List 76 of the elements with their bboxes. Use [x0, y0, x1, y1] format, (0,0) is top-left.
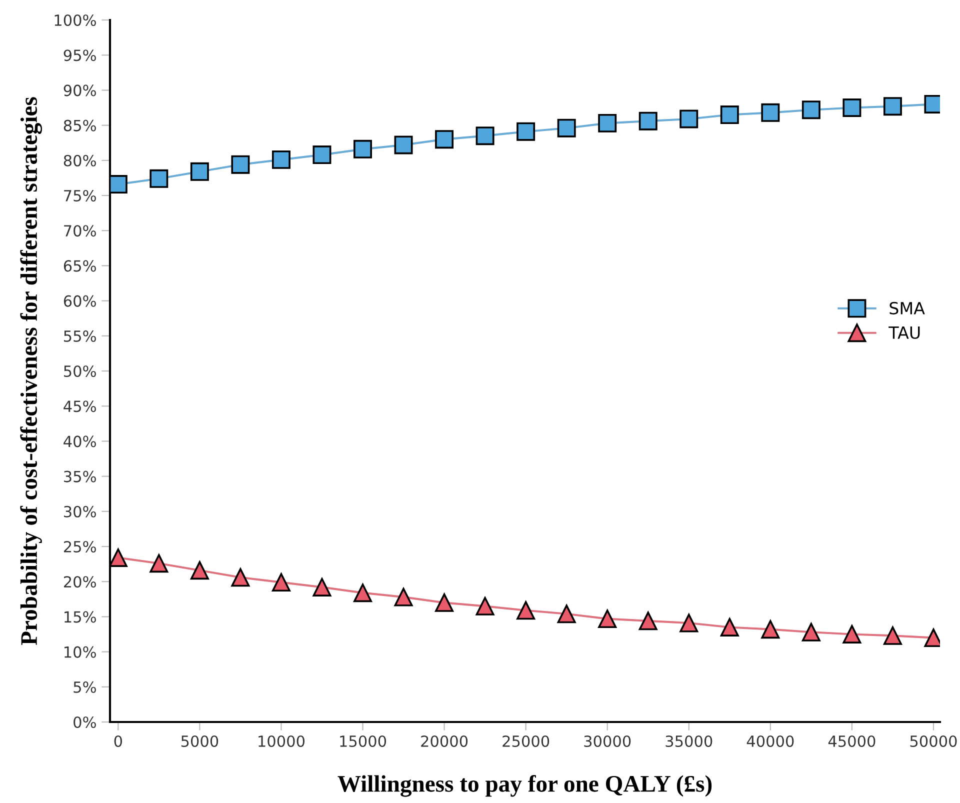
point	[516, 122, 536, 141]
y-tick-label: 65%	[64, 260, 96, 272]
y-tick-label: 75%	[64, 190, 96, 202]
point	[110, 548, 128, 567]
y-axis-title: Probability of cost-effectiveness for different strategies	[20, 97, 42, 646]
point	[190, 561, 209, 580]
point	[272, 150, 290, 169]
point	[638, 612, 658, 630]
point	[150, 169, 168, 188]
y-tick-label: 35%	[64, 470, 96, 482]
point	[842, 625, 862, 644]
point	[761, 620, 780, 639]
y-tick-label: 95%	[64, 50, 96, 62]
point	[598, 610, 617, 628]
x-tick-label: 0	[114, 735, 122, 748]
point	[883, 97, 902, 116]
point	[394, 136, 413, 154]
point	[435, 593, 454, 612]
point	[312, 578, 332, 596]
x-tick-label: 10000	[258, 735, 305, 748]
x-tick-label: 35000	[666, 735, 712, 748]
point	[883, 626, 902, 645]
y-tick-label: 10%	[64, 646, 96, 658]
y-tick-label: 30%	[64, 506, 96, 518]
point	[476, 126, 494, 146]
point	[354, 584, 372, 602]
point	[150, 554, 168, 573]
point	[516, 601, 536, 620]
y-tick-label: 45%	[64, 400, 96, 412]
point	[842, 98, 862, 117]
x-tick-label: 45000	[828, 735, 876, 748]
y-tick-label: 90%	[64, 84, 96, 96]
y-tick-label: 60%	[64, 295, 96, 307]
x-tick-label: 40000	[746, 735, 794, 748]
y-tick-label: 55%	[64, 330, 96, 342]
point	[802, 100, 820, 120]
point	[761, 103, 780, 122]
y-tick-label: 5%	[74, 681, 96, 693]
point	[231, 568, 250, 587]
x-tick-label: 5000	[181, 735, 218, 748]
y-tick-label: 85%	[64, 120, 96, 132]
point	[638, 112, 658, 130]
point	[802, 622, 820, 642]
point	[190, 162, 209, 181]
legend-label: TAU	[888, 326, 920, 339]
point	[272, 573, 290, 592]
x-tick-label: 15000	[340, 735, 386, 748]
y-tick-label: 15%	[64, 611, 96, 623]
point	[312, 146, 332, 164]
y-tick-label: 25%	[64, 540, 96, 553]
point	[394, 588, 413, 606]
x-tick-label: 25000	[502, 735, 550, 748]
y-tick-label: 100%	[54, 14, 96, 26]
point	[680, 110, 698, 128]
x-tick-label: 50000	[910, 735, 957, 748]
point	[110, 175, 128, 194]
point	[557, 118, 576, 138]
point	[680, 614, 698, 632]
y-tick-label: 40%	[64, 436, 96, 448]
point	[476, 596, 494, 616]
x-axis-title: Willingness to pay for one QALY (£s)	[338, 774, 712, 797]
point	[435, 130, 454, 149]
point	[231, 155, 250, 174]
y-tick-label: 50%	[64, 365, 96, 378]
y-tick-label: 80%	[64, 154, 96, 166]
y-tick-label: 20%	[64, 576, 96, 588]
point	[720, 618, 739, 636]
point	[557, 604, 576, 624]
point	[598, 114, 617, 132]
legend-label: SMA	[890, 302, 925, 314]
y-tick-label: 70%	[64, 225, 96, 237]
x-tick-label: 30000	[584, 735, 631, 748]
point	[354, 140, 372, 158]
y-tick-label: 0%	[74, 716, 96, 728]
point	[720, 106, 739, 124]
x-tick-label: 20000	[421, 735, 468, 748]
